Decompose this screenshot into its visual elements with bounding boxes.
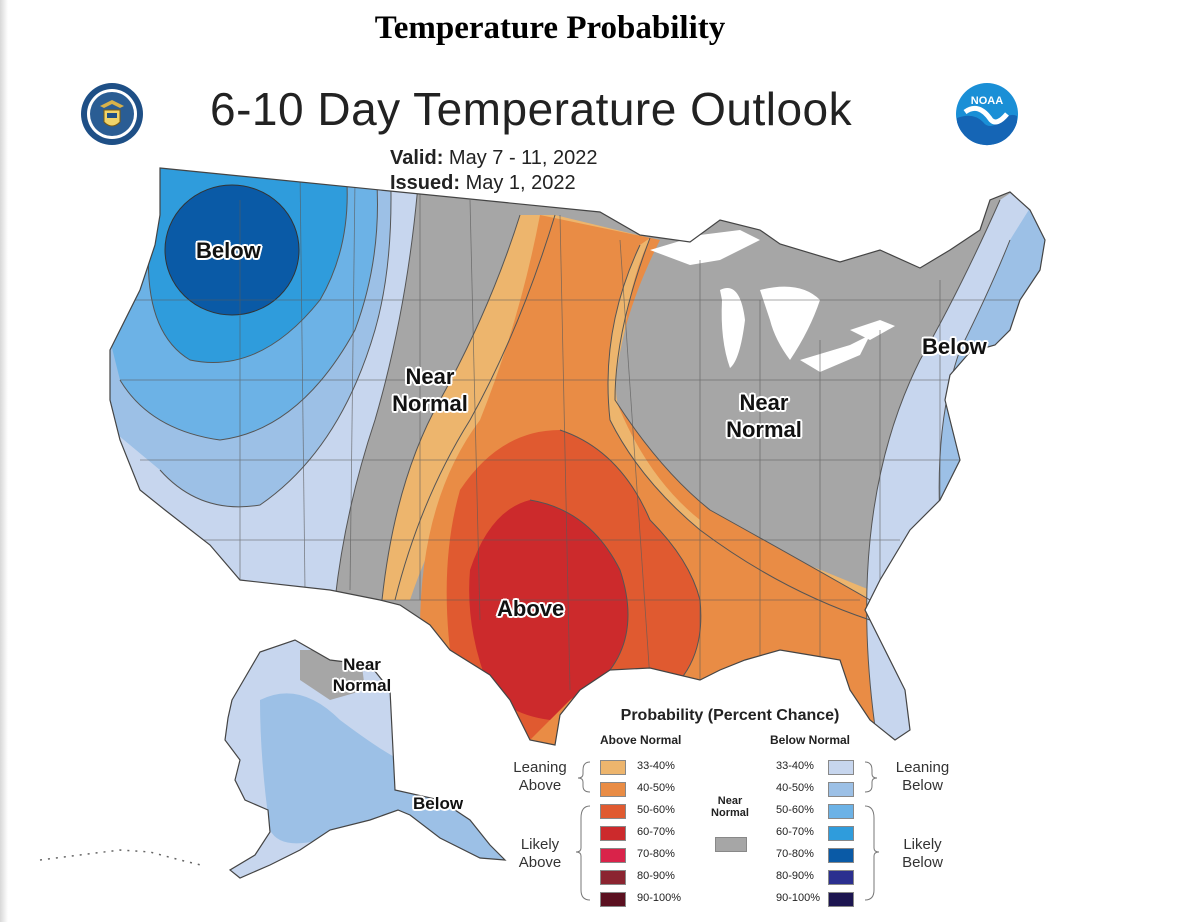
legend-above-swatch (600, 892, 626, 907)
legend-likely-above: Likely Above (500, 836, 580, 872)
region-label-alaska-near-normal: Near Normal (326, 654, 398, 696)
legend-below-label: 40-50% (776, 782, 814, 794)
legend-above-header: Above Normal (600, 733, 682, 747)
legend-above-swatch (600, 782, 626, 797)
legend-above-label: 70-80% (637, 848, 675, 860)
legend-near-normal-line2: Normal (711, 807, 749, 819)
legend-leaning-above-line2: Above (518, 777, 562, 794)
legend-braces (575, 761, 880, 901)
legend-below-label: 90-100% (776, 892, 821, 904)
legend-below-swatch (828, 782, 854, 797)
legend-above-swatch (600, 848, 626, 863)
region-label-south-above: Above (497, 596, 565, 621)
legend-near-normal-label: Near Normal (710, 795, 750, 819)
region-label-east-near-normal-line1: Near (739, 390, 789, 415)
legend-above-label: 90-100% (637, 892, 682, 904)
legend-above-swatch (600, 870, 626, 885)
legend-above-swatch (600, 760, 626, 775)
legend-above-swatch (600, 804, 626, 819)
legend-above-label: 60-70% (637, 826, 675, 838)
region-label-west-near-normal-line1: Near (405, 364, 455, 389)
legend-leaning-below: Leaning Below (880, 759, 965, 795)
legend-above-label: 50-60% (637, 804, 675, 816)
issued-value: May 1, 2022 (465, 172, 576, 194)
legend-leaning-above: Leaning Above (500, 759, 580, 795)
legend-below-swatch (828, 826, 854, 841)
legend-likely-below-line2: Below (902, 854, 943, 871)
valid-value: May 7 - 11, 2022 (448, 147, 598, 169)
legend-likely-above-line1: Likely (520, 836, 560, 853)
legend-below-label: 50-60% (776, 804, 814, 816)
valid-line: Valid: May 7 - 11, 2022 (390, 147, 598, 170)
valid-label: Valid: (390, 147, 444, 169)
legend-below-swatch (828, 760, 854, 775)
legend-leaning-below-line1: Leaning (895, 759, 950, 776)
legend-title: Probability (Percent Chance) (620, 707, 840, 724)
region-label-east-near-normal: Near Normal (718, 389, 810, 443)
issued-line: Issued: May 1, 2022 (390, 172, 576, 195)
region-label-alaska-near-normal-line1: Near (343, 655, 381, 674)
region-label-east-near-normal-line2: Normal (726, 417, 802, 442)
legend-near-normal-line1: Near (717, 795, 743, 807)
legend-above-label: 40-50% (637, 782, 675, 794)
region-label-west-near-normal: Near Normal (385, 363, 475, 417)
legend-likely-above-line2: Above (518, 854, 562, 871)
region-label-alaska-near-normal-line2: Normal (332, 676, 392, 695)
legend-below-swatch (828, 848, 854, 863)
probability-legend: Probability (Percent Chance) Above Norma… (490, 700, 980, 915)
legend-below-swatch (828, 804, 854, 819)
legend-below-label: 70-80% (776, 848, 814, 860)
legend-below-label: 33-40% (776, 760, 814, 772)
page-edge-shadow (0, 0, 8, 922)
legend-above-swatch (600, 826, 626, 841)
legend-below-label: 60-70% (776, 826, 814, 838)
legend-below-label: 80-90% (776, 870, 814, 882)
legend-likely-below-line1: Likely (903, 836, 942, 853)
legend-above-label: 80-90% (637, 870, 675, 882)
legend-leaning-above-line1: Leaning (513, 759, 567, 776)
region-label-alaska-below: Below (413, 794, 464, 813)
noaa-logo-text: NOAA (971, 95, 1003, 107)
legend-near-normal-swatch (715, 837, 747, 852)
legend-likely-below: Likely Below (880, 836, 965, 872)
region-label-northwest-below: Below (196, 238, 261, 263)
page-title: Temperature Probability (374, 10, 726, 46)
legend-below-header: Below Normal (770, 733, 851, 747)
legend-below-swatch (828, 870, 854, 885)
region-label-west-near-normal-line2: Normal (392, 391, 468, 416)
region-label-northeast-below: Below (922, 334, 987, 359)
legend-below-swatch (828, 892, 854, 907)
map-title: 6-10 Day Temperature Outlook (210, 83, 853, 135)
department-of-commerce-seal-icon (80, 82, 144, 151)
legend-above-label: 33-40% (637, 760, 675, 772)
issued-label: Issued: (390, 172, 461, 194)
noaa-logo-icon: NOAA (955, 82, 1019, 151)
legend-leaning-below-line2: Below (902, 777, 943, 794)
